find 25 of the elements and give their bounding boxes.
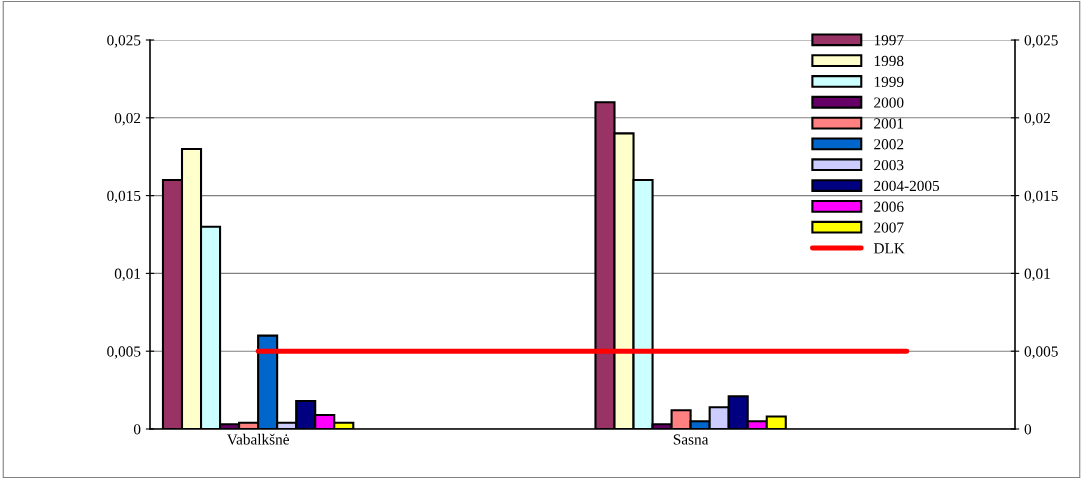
y-tick-label: 0,015 [107, 190, 141, 204]
legend-label: 2007 [874, 222, 904, 233]
y2-tick-label: 0,025 [1024, 35, 1058, 48]
legend-label: 2004-2005 [874, 180, 940, 192]
legend-label: 2001 [874, 118, 904, 129]
y2-tick-label: 0,02 [1024, 112, 1050, 126]
legend-label: 1998 [874, 55, 904, 67]
x-tick-label: Vabalkšnė [226, 433, 289, 445]
y-tick-label: 0,025 [107, 35, 141, 48]
x-tick-label: Sasna [673, 434, 709, 445]
y2-tick-label: 0,01 [1024, 268, 1050, 282]
legend-label: 2006 [874, 201, 904, 212]
y-tick-label: 0 [133, 424, 141, 435]
legend-label: DLK [873, 243, 905, 254]
legend-label: 2000 [874, 97, 904, 108]
y2-tick-label: 0,005 [1024, 346, 1058, 359]
legend-label: 1997 [874, 35, 904, 46]
y2-tick-label: 0 [1024, 424, 1032, 435]
legend-label: 2003 [874, 159, 904, 171]
y-tick-label: 0,005 [107, 346, 141, 359]
legend-label: 2002 [874, 139, 904, 150]
y2-tick-label: 0,015 [1024, 190, 1058, 204]
y-tick-label: 0,01 [114, 268, 141, 282]
y-tick-label: 0,02 [114, 112, 141, 126]
legend-label: 1999 [874, 76, 904, 87]
